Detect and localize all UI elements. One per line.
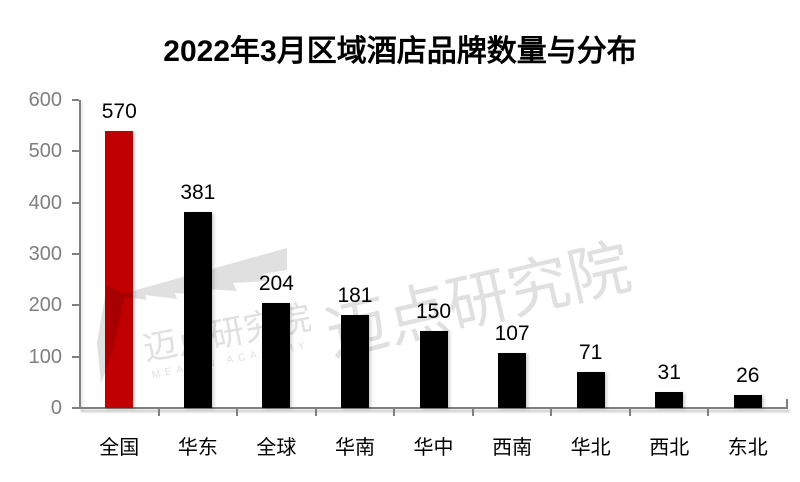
- y-axis-tick: [72, 253, 79, 255]
- value-label: 107: [494, 322, 530, 346]
- bar: [733, 394, 762, 408]
- x-axis-tick: [550, 409, 553, 416]
- y-axis-tick: [72, 201, 79, 204]
- value-label: 31: [657, 361, 681, 385]
- y-axis-tick: [72, 99, 79, 101]
- category-labels-row: 全国 华东 全球 华南 华中 西南 华北 西北 东北: [80, 436, 787, 460]
- x-axis-tick: [786, 399, 788, 407]
- bar-slot: 381: [159, 100, 238, 408]
- bars-row: 570 381 204 181 150 107 71 31 26: [80, 100, 787, 408]
- bar-slot: 31: [630, 100, 709, 408]
- bar-highlighted: [105, 131, 134, 408]
- bar: [183, 212, 212, 408]
- category-label: 东北: [727, 437, 768, 459]
- category-label: 华中: [413, 437, 454, 459]
- category-label: 华东: [177, 437, 218, 459]
- y-axis-tick: [72, 304, 79, 307]
- x-axis-tick: [314, 409, 317, 416]
- y-axis-tick-label: 500: [28, 140, 62, 163]
- y-axis-tick: [72, 407, 79, 409]
- category-label: 华南: [334, 437, 375, 459]
- x-axis-line: [79, 407, 788, 409]
- value-label: 26: [736, 363, 760, 387]
- value-label: 181: [337, 284, 373, 308]
- y-axis-tick-label: 100: [28, 345, 62, 368]
- bar-slot: 570: [80, 100, 159, 408]
- x-axis-tick: [628, 409, 631, 416]
- value-label: 71: [578, 340, 603, 364]
- value-label: 150: [416, 300, 452, 323]
- value-label: 570: [101, 100, 137, 123]
- y-axis-tick-label: 300: [28, 243, 62, 265]
- x-axis-tick: [157, 409, 160, 416]
- bar: [340, 315, 369, 408]
- bar: [655, 392, 684, 408]
- bar-slot: 181: [316, 100, 395, 408]
- bar: [419, 331, 448, 408]
- x-axis-tick: [707, 409, 710, 416]
- page-title: 2022年3月区域酒店品牌数量与分布: [163, 35, 637, 68]
- category-label: 西南: [492, 437, 533, 459]
- y-axis-tick-label: 400: [28, 191, 62, 214]
- category-label: 全国: [99, 437, 140, 459]
- y-axis-tick-label: 200: [28, 294, 62, 317]
- x-axis-tick: [393, 409, 396, 416]
- y-axis-tick-label: 600: [28, 89, 62, 111]
- y-axis-tick: [72, 150, 79, 153]
- y-axis-tick-label: 0: [50, 397, 62, 419]
- category-label: 西北: [649, 437, 690, 459]
- bar-slot: 204: [237, 100, 316, 408]
- x-axis-tick: [236, 409, 239, 416]
- category-label: 全球: [256, 437, 297, 459]
- category-label: 华北: [570, 437, 611, 459]
- y-axis-line: [79, 100, 81, 409]
- bar: [498, 353, 527, 408]
- bar: [576, 371, 605, 408]
- bar-slot: 150: [394, 100, 473, 408]
- bar-slot: 107: [473, 100, 552, 408]
- value-label: 204: [258, 272, 294, 296]
- x-axis-tick: [471, 409, 474, 416]
- bar-slot: 26: [709, 100, 788, 408]
- bar: [262, 303, 291, 408]
- bar-slot: 71: [551, 100, 630, 408]
- y-axis-tick: [72, 355, 79, 358]
- value-label: 381: [180, 181, 216, 205]
